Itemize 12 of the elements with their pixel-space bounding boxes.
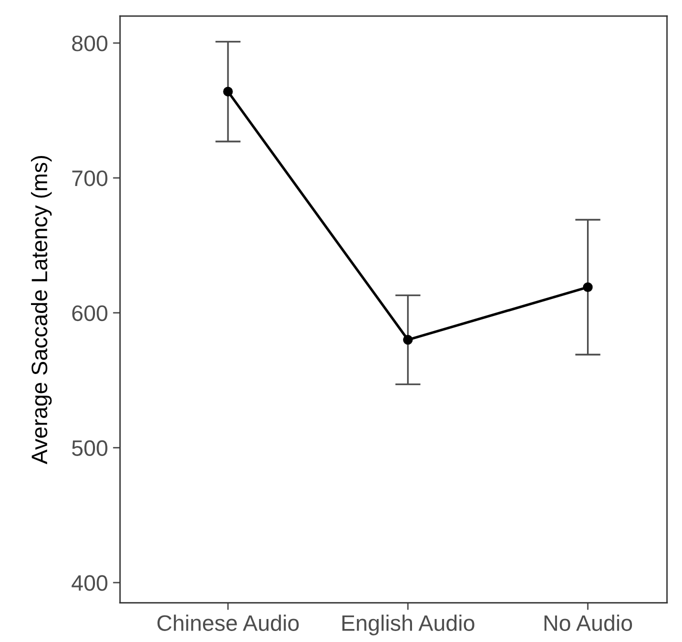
y-tick-label: 600 [72, 305, 108, 322]
point [223, 86, 233, 96]
y-tick-label: 700 [72, 170, 108, 186]
y-axis-title: Average Saccade Latency (ms) [30, 156, 52, 464]
y-tick-label: 800 [72, 36, 108, 52]
y-tick-label: 500 [72, 440, 108, 456]
point [403, 334, 413, 345]
x-tick-label: Chinese Audio [157, 614, 299, 631]
point [582, 282, 593, 292]
x-tick-label: English Audio [342, 614, 474, 636]
y-tick-label: 400 [72, 575, 108, 591]
x-tick-label: No Audio [544, 614, 632, 631]
